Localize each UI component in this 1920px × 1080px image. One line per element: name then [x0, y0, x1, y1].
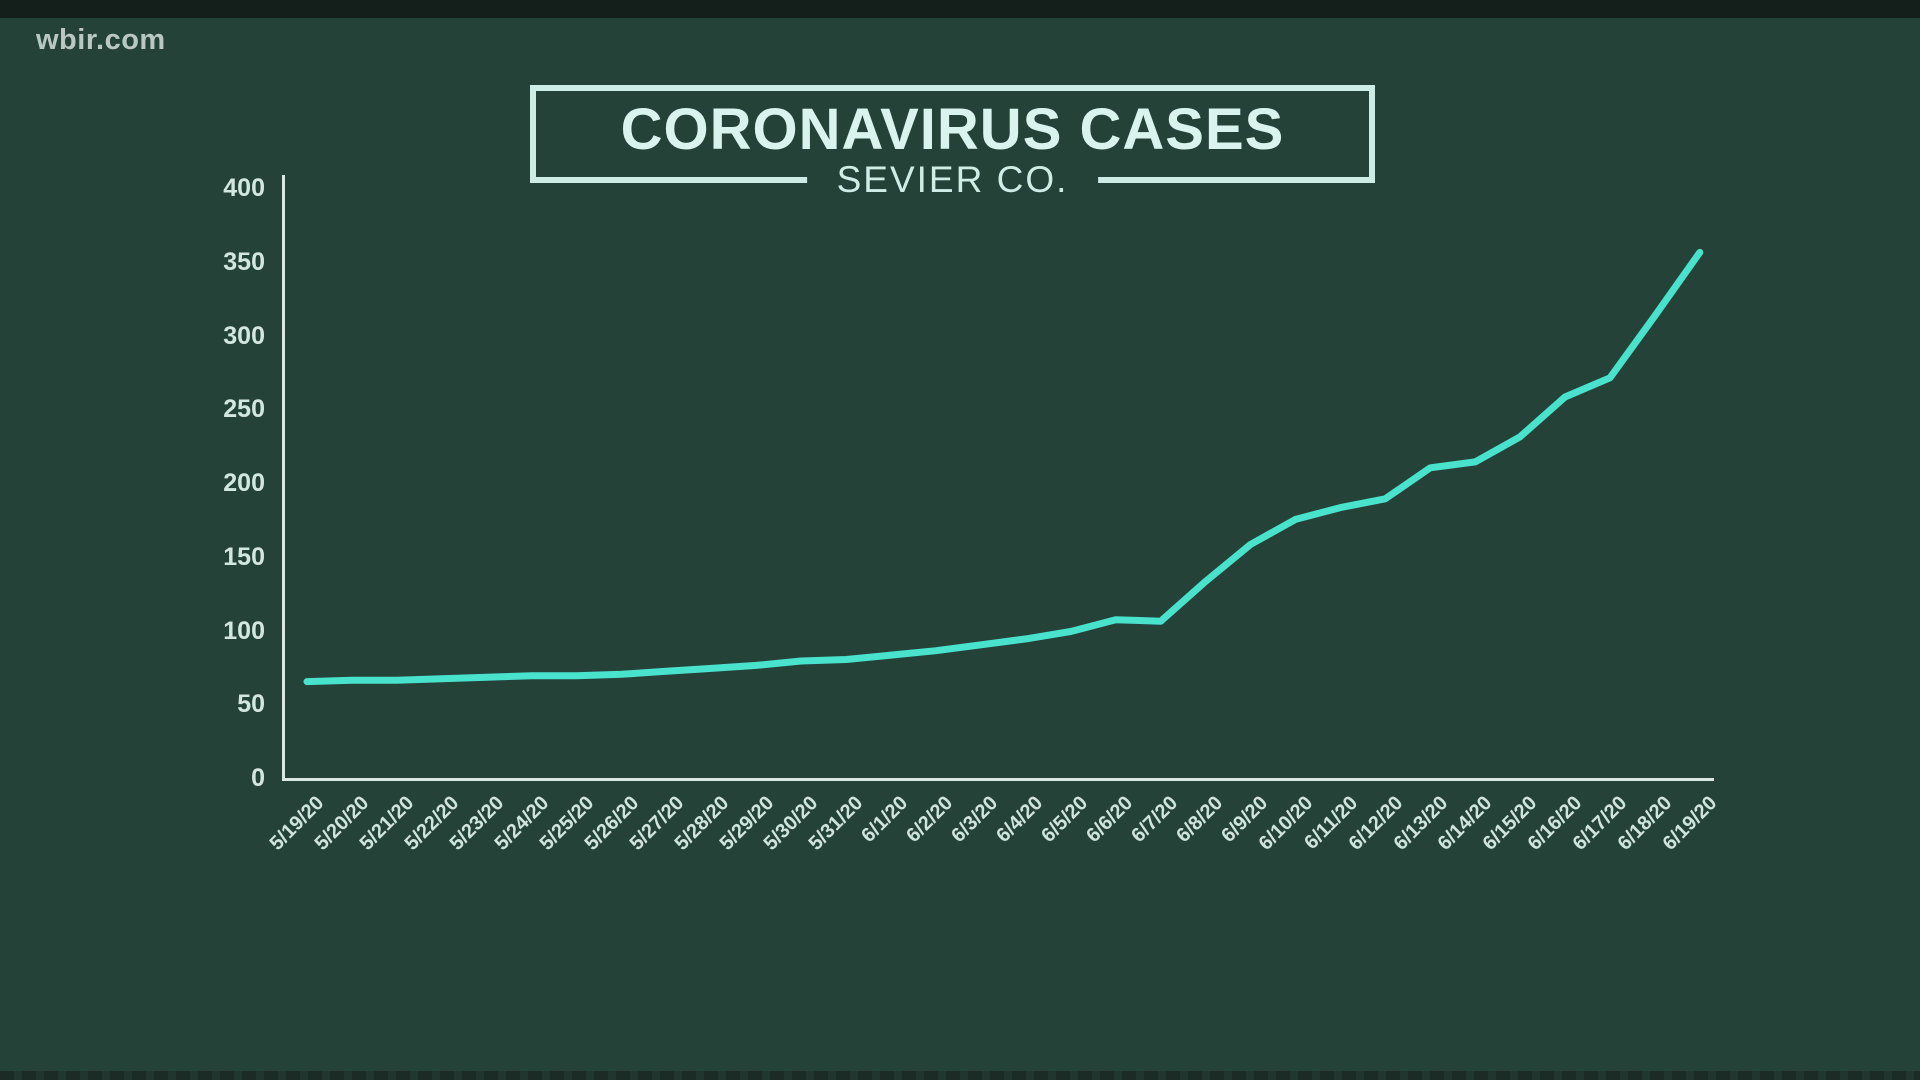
x-axis-date-label: 6/7/20 [1127, 792, 1183, 847]
y-axis-tick-label: 250 [223, 395, 265, 424]
x-axis-date-label: 6/6/20 [1082, 792, 1138, 847]
x-axis-date-label: 6/1/20 [857, 792, 913, 847]
x-axis-date-label: 6/3/20 [947, 792, 1003, 847]
y-axis-tick-label: 300 [223, 321, 265, 350]
x-axis-date-label: 6/8/20 [1172, 792, 1228, 847]
cases-line-series [303, 248, 1704, 686]
x-axis-date-label: 6/4/20 [992, 792, 1048, 847]
chart-title-box: CORONAVIRUS CASES SEVIER CO. [530, 85, 1375, 202]
station-logo: wbir.com [36, 24, 166, 56]
chart-title: CORONAVIRUS CASES [620, 97, 1285, 162]
x-axis-date-label: 6/5/20 [1037, 792, 1093, 847]
bottom-letterbox-bar [0, 1071, 1920, 1080]
x-axis-line [282, 778, 1714, 781]
cases-line-chart [303, 248, 1704, 686]
x-axis-date-label: 6/2/20 [902, 792, 958, 847]
y-axis-tick-label: 200 [223, 469, 265, 497]
y-axis-tick-label: 50 [237, 690, 265, 719]
y-axis-tick-label: 150 [223, 542, 265, 571]
y-axis-line [282, 175, 285, 781]
y-axis-tick-label: 350 [223, 247, 265, 276]
y-axis-tick-label: 0 [251, 764, 265, 792]
chart-subtitle: SEVIER CO. [806, 158, 1099, 202]
y-axis-tick-label: 400 [223, 174, 265, 202]
top-letterbox-bar [0, 0, 1920, 18]
y-axis-tick-label: 100 [223, 616, 265, 645]
